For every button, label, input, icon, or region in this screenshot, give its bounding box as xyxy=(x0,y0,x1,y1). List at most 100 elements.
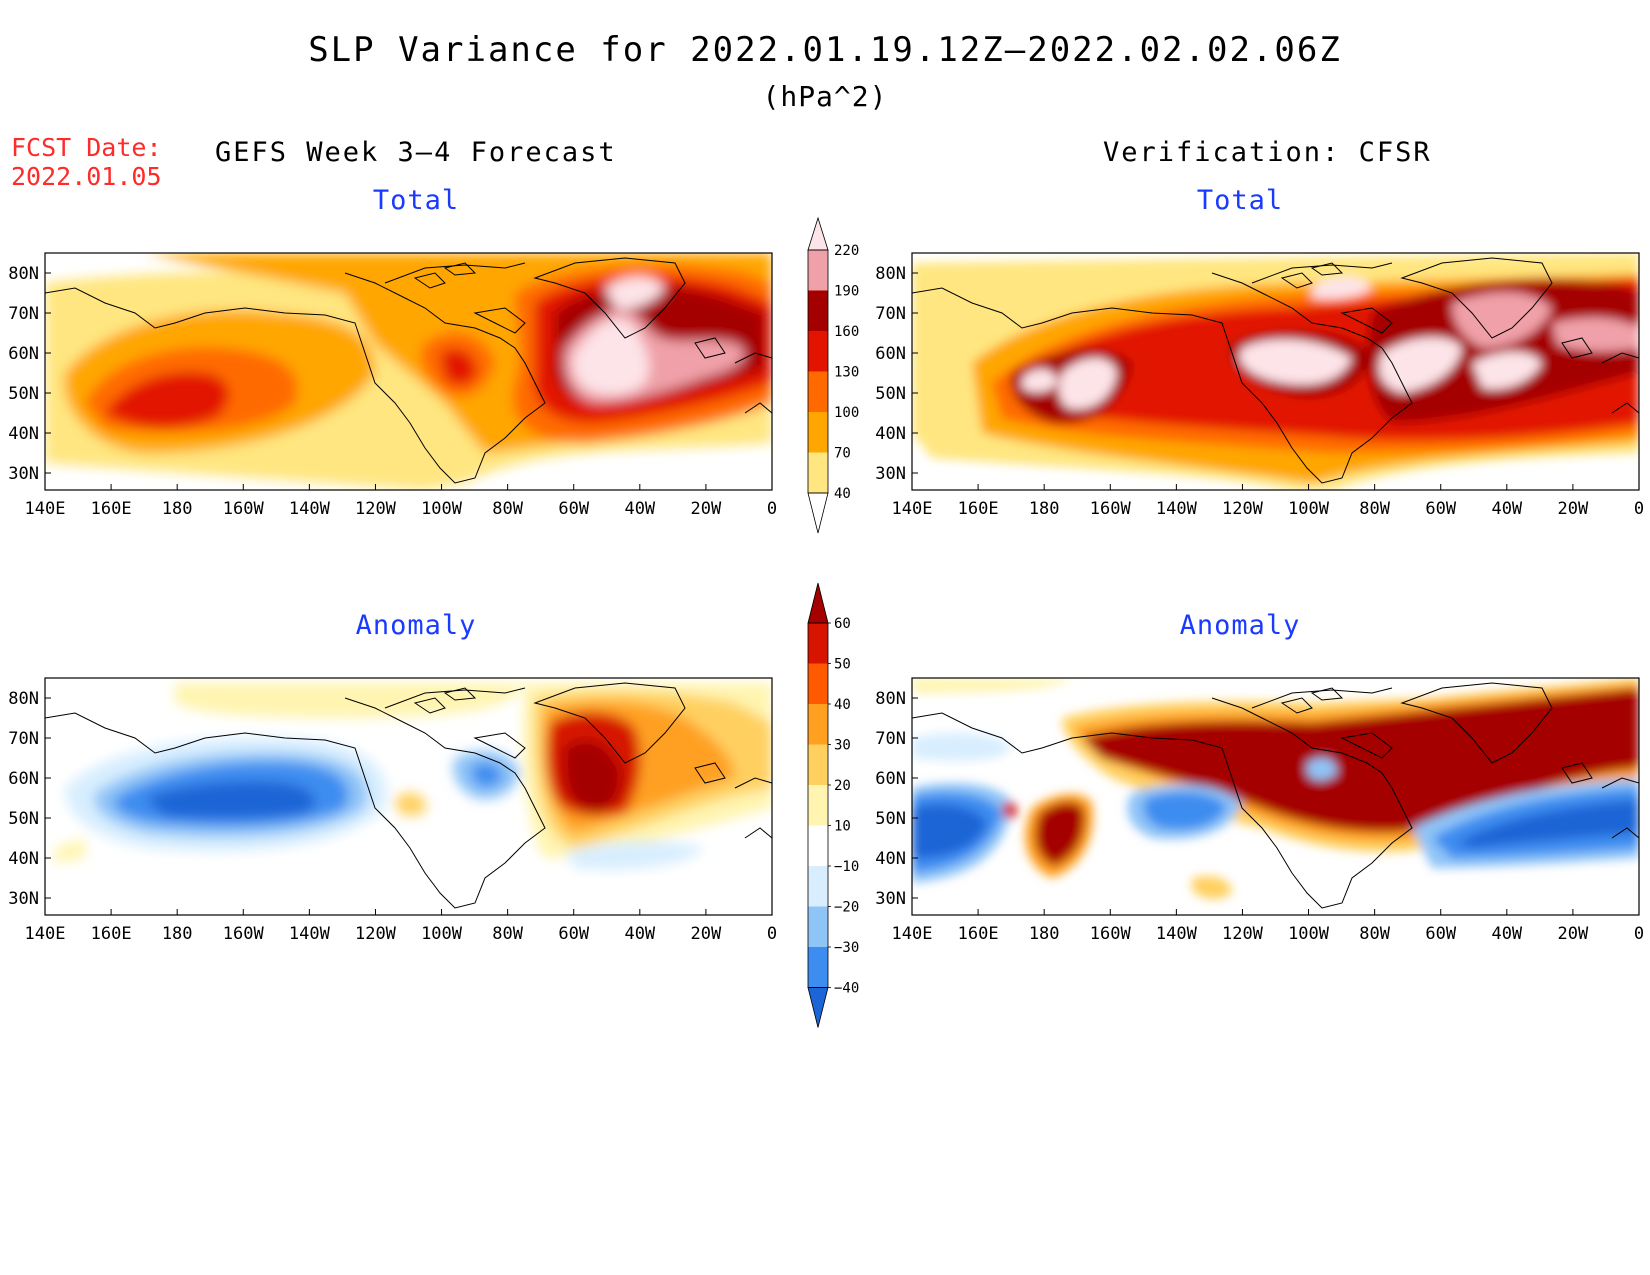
anomaly-colorbar: −40 −30 −20 −10 10 20 30 40 50 60 xyxy=(807,582,859,1028)
colorbar-swatch xyxy=(808,663,828,704)
colorbar-swatch xyxy=(808,371,828,412)
lat-tick-label: 30N xyxy=(8,889,39,909)
lon-tick-label: 180 xyxy=(162,499,193,519)
lon-tick-label: 140W xyxy=(289,924,331,944)
right-column-title: Verification: CFSR xyxy=(1103,137,1432,168)
colorbar-swatch xyxy=(807,582,829,624)
lon-tick-label: 0 xyxy=(767,924,777,944)
lon-tick-label: 40W xyxy=(1491,924,1522,944)
colorbar-swatch xyxy=(808,412,828,453)
colorbar-label: 40 xyxy=(834,697,851,713)
lon-tick-label: 40W xyxy=(624,499,655,519)
total-colorbar: 40 70 100 130 160 190 220 xyxy=(807,216,859,534)
lon-tick-label: 120W xyxy=(1222,924,1264,944)
lon-tick-label: 140E xyxy=(25,924,66,944)
forecast-anomaly-map: 140E 160E 180 160W 140W 120W 100W 80W 60W 40W 20W 0… xyxy=(8,677,777,944)
colorbar-label: 190 xyxy=(834,284,859,300)
lon-tick-label: 20W xyxy=(1558,499,1589,519)
lon-tick-label: 100W xyxy=(1288,499,1330,519)
colorbar-label: 40 xyxy=(834,486,851,502)
lon-tick-label: 100W xyxy=(1288,924,1330,944)
verification-total-ticks: 140E 160E 180 160W 140W 120W 100W 80W 60W 40W 20W 0… xyxy=(875,264,1644,519)
lon-tick-label: 100W xyxy=(421,924,463,944)
lat-tick-label: 70N xyxy=(875,304,906,324)
colorbar-swatch xyxy=(808,452,828,493)
colorbar-label: 60 xyxy=(834,616,851,632)
lon-tick-label: 120W xyxy=(355,924,397,944)
lat-tick-label: 30N xyxy=(8,464,39,484)
lon-tick-label: 140W xyxy=(1156,499,1198,519)
lat-tick-label: 60N xyxy=(8,344,39,364)
lon-tick-label: 120W xyxy=(1222,499,1264,519)
lon-tick-label: 160E xyxy=(958,499,999,519)
lon-tick-label: 80W xyxy=(1359,499,1390,519)
colorbar-swatch xyxy=(808,744,828,785)
lon-tick-label: 140W xyxy=(1156,924,1198,944)
lon-tick-label: 0 xyxy=(767,499,777,519)
verification-anomaly-ticks: 140E 160E 180 160W 140W 120W 100W 80W 60W 40W 20W 0… xyxy=(875,689,1644,944)
lat-tick-label: 60N xyxy=(8,769,39,789)
verification-total-map: 140E 160E 180 160W 140W 120W 100W 80W 60W 40W 20W 0… xyxy=(875,252,1644,519)
lon-tick-label: 140E xyxy=(892,924,933,944)
lon-tick-label: 160E xyxy=(91,499,132,519)
lon-tick-label: 20W xyxy=(1558,924,1589,944)
lat-tick-label: 50N xyxy=(8,384,39,404)
lat-tick-label: 40N xyxy=(875,424,906,444)
lon-tick-label: 80W xyxy=(1359,924,1390,944)
lon-tick-label: 60W xyxy=(558,924,589,944)
lon-tick-label: 180 xyxy=(1029,499,1060,519)
forecast-total-ticks: 140E 160E 180 160W 140W 120W 100W 80W 60W 40W 20W 0… xyxy=(8,264,777,519)
lon-tick-label: 20W xyxy=(691,924,722,944)
fcst-date-value: 2022.01.05 xyxy=(11,162,162,191)
colorbar-swatch xyxy=(808,825,828,866)
lon-tick-label: 180 xyxy=(1029,924,1060,944)
lat-tick-label: 50N xyxy=(8,809,39,829)
lon-tick-label: 140W xyxy=(289,499,331,519)
lon-tick-label: 80W xyxy=(492,924,523,944)
figure-units: (hPa^2) xyxy=(762,80,888,113)
lon-tick-label: 160W xyxy=(1090,924,1132,944)
lat-tick-label: 80N xyxy=(875,689,906,709)
lat-tick-label: 40N xyxy=(8,424,39,444)
lon-tick-label: 60W xyxy=(558,499,589,519)
colorbar-label: −30 xyxy=(834,940,859,956)
forecast-total-map: 140E 160E 180 160W 140W 120W 100W 80W 60W 40W 20W 0… xyxy=(8,252,777,519)
verification-anomaly-map: 140E 160E 180 160W 140W 120W 100W 80W 60W 40W 20W 0… xyxy=(875,677,1644,944)
lat-tick-label: 40N xyxy=(8,849,39,869)
lon-tick-label: 100W xyxy=(421,499,463,519)
colorbar-label: 20 xyxy=(834,778,851,794)
lat-tick-label: 60N xyxy=(875,769,906,789)
colorbar-label: 100 xyxy=(834,405,859,421)
lon-tick-label: 120W xyxy=(355,499,397,519)
lon-tick-label: 160E xyxy=(91,924,132,944)
colorbar-swatch xyxy=(808,906,828,947)
colorbar-swatch xyxy=(808,290,828,331)
lat-tick-label: 40N xyxy=(875,849,906,869)
lon-tick-label: 160W xyxy=(223,499,265,519)
lat-tick-label: 50N xyxy=(875,384,906,404)
colorbar-label: −10 xyxy=(834,859,859,875)
lon-tick-label: 0 xyxy=(1634,499,1644,519)
lon-tick-label: 80W xyxy=(492,499,523,519)
colorbar-swatch xyxy=(808,947,828,988)
lat-tick-label: 60N xyxy=(875,344,906,364)
colorbar-label: 130 xyxy=(834,365,859,381)
colorbar-swatch xyxy=(808,331,828,372)
lon-tick-label: 160E xyxy=(958,924,999,944)
colorbar-swatch xyxy=(808,866,828,907)
colorbar-label: 70 xyxy=(834,446,851,462)
colorbar-swatch xyxy=(808,250,828,291)
lat-tick-label: 70N xyxy=(875,729,906,749)
lat-tick-label: 70N xyxy=(8,729,39,749)
lon-tick-label: 0 xyxy=(1634,924,1644,944)
lat-tick-label: 30N xyxy=(875,464,906,484)
colorbar-swatch xyxy=(808,785,828,826)
lon-tick-label: 40W xyxy=(624,924,655,944)
figure-title: SLP Variance for 2022.01.19.12Z–2022.02.… xyxy=(308,30,1342,70)
lat-tick-label: 50N xyxy=(875,809,906,829)
colorbar-swatch xyxy=(808,623,828,664)
lon-tick-label: 180 xyxy=(162,924,193,944)
lon-tick-label: 160W xyxy=(1090,499,1132,519)
lon-tick-label: 140E xyxy=(892,499,933,519)
colorbar-label: 220 xyxy=(834,243,859,259)
